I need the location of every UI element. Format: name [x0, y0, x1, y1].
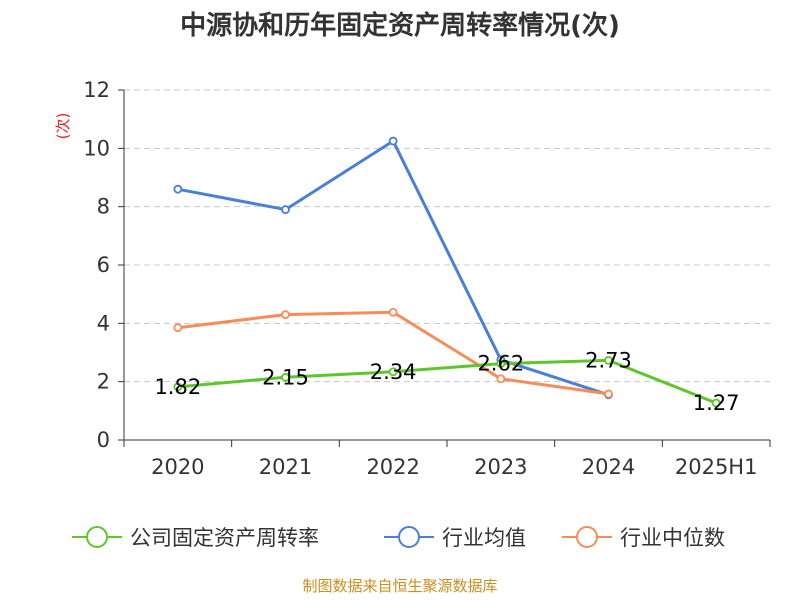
data-point — [173, 184, 183, 194]
data-label: 1.82 — [154, 375, 201, 399]
series-2 — [173, 307, 613, 399]
x-tick-label: 2022 — [366, 455, 419, 479]
x-tick-label: 2021 — [259, 455, 312, 479]
legend-item-0: 公司固定资产周转率 — [72, 526, 319, 550]
data-point — [173, 323, 183, 333]
legend-label: 行业中位数 — [620, 526, 725, 550]
legend-marker — [576, 526, 598, 548]
data-label: 2.34 — [370, 360, 417, 384]
y-tick-label: 2 — [97, 370, 110, 394]
data-point — [388, 307, 398, 317]
data-point — [281, 372, 290, 382]
data-point — [496, 359, 506, 368]
legend-label: 行业均值 — [442, 526, 526, 550]
grid-lines — [124, 89, 770, 383]
y-tick-label: 8 — [97, 195, 110, 219]
legend-item-2: 行业中位数 — [562, 526, 725, 550]
x-tick-label: 2023 — [474, 455, 527, 479]
y-tick-label: 4 — [97, 311, 110, 335]
data-label: 1.27 — [693, 391, 740, 415]
series-1 — [173, 136, 613, 400]
legend-marker — [86, 526, 108, 548]
legend-item-1: 行业均值 — [384, 526, 526, 550]
y-tick-label: 0 — [97, 428, 110, 452]
data-point — [281, 205, 290, 214]
x-tick-label: 2024 — [582, 455, 635, 479]
x-tick-label: 2025H1 — [675, 455, 758, 479]
series-lines — [173, 136, 721, 408]
series-line — [177, 358, 717, 405]
data-point — [388, 367, 398, 377]
legend-label: 公司固定资产周转率 — [130, 526, 319, 550]
y-tick-label: 10 — [83, 136, 110, 160]
data-label: 2.15 — [262, 365, 309, 389]
y-axis-unit-label: (次) — [54, 113, 72, 140]
data-label: 2.73 — [585, 348, 632, 372]
data-point — [604, 355, 613, 365]
data-point — [281, 310, 290, 319]
data-label: 2.62 — [477, 352, 524, 376]
data-point — [604, 389, 613, 399]
legend-marker — [398, 526, 420, 548]
data-point — [173, 382, 183, 392]
chart-title: 中源协和历年固定资产周转率情况(次) — [180, 10, 620, 41]
x-tick-label: 2020 — [151, 455, 204, 479]
data-point — [711, 398, 721, 408]
series-0 — [173, 355, 721, 408]
axes: 0 2 4 6 8 10 12 2020 2021 2022 2023 2024 2025H1 — [83, 78, 771, 479]
data-point — [496, 374, 506, 384]
data-point — [388, 136, 398, 146]
y-tick-label: 6 — [97, 253, 110, 277]
y-tick-label: 12 — [83, 78, 110, 102]
data-labels: 1.82 2.15 2.34 2.62 2.73 1.27 — [154, 348, 739, 415]
source-note: 制图数据来自恒生聚源数据库 — [302, 577, 497, 595]
series-line — [177, 139, 609, 397]
legend: 公司固定资产周转率 行业均值 行业中位数 — [72, 526, 725, 550]
